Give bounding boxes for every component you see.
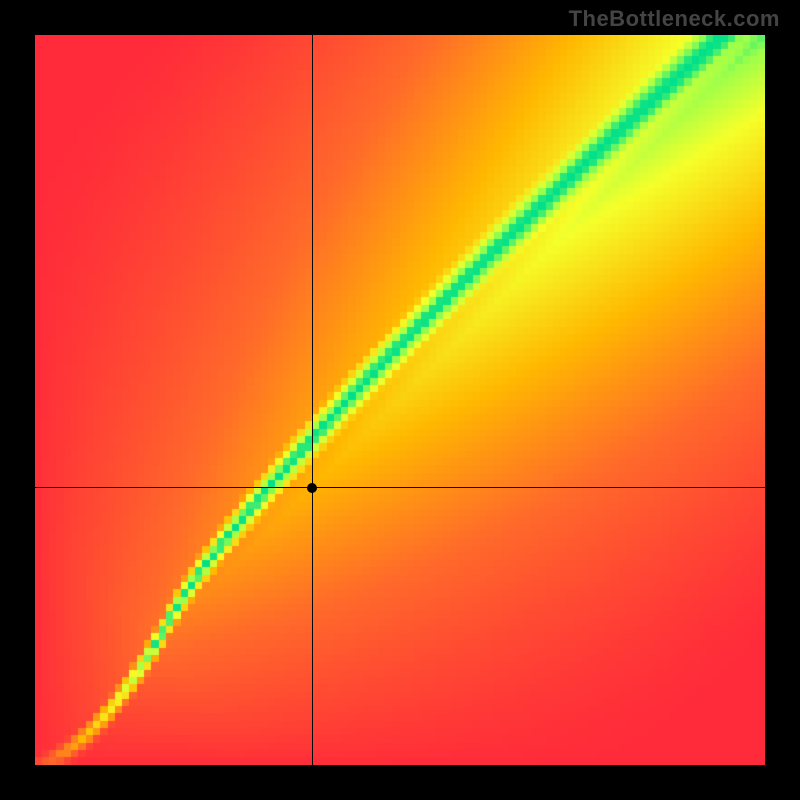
heatmap-canvas <box>35 35 765 765</box>
watermark-text: TheBottleneck.com <box>569 6 780 32</box>
chart-frame: TheBottleneck.com <box>0 0 800 800</box>
crosshair-horizontal <box>35 487 765 488</box>
crosshair-vertical <box>312 35 313 765</box>
crosshair-marker <box>307 483 317 493</box>
